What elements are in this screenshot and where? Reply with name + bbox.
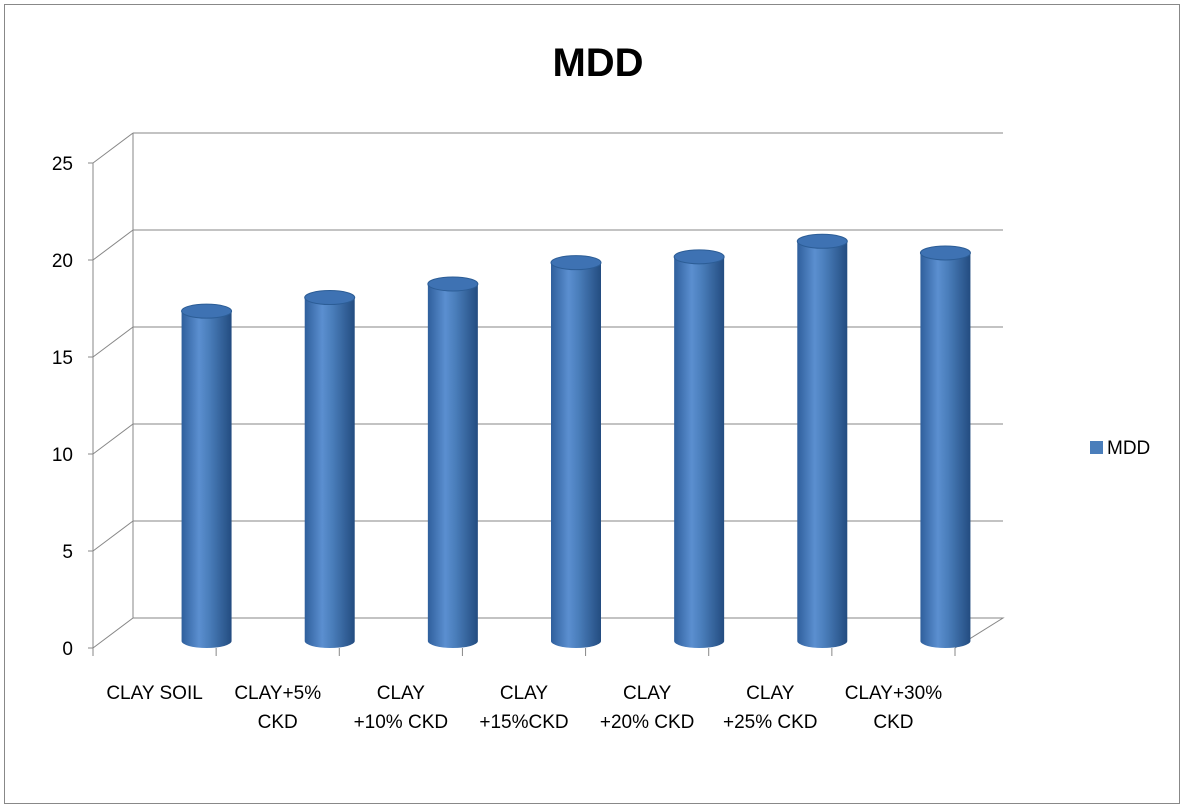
y-tick-label: 20 xyxy=(52,251,73,272)
x-tick-label: CLAY+5% CKD xyxy=(234,683,321,733)
bar-body xyxy=(304,297,355,648)
bar-top xyxy=(427,276,479,292)
y-tick-label: 25 xyxy=(52,154,73,175)
bar xyxy=(427,276,479,648)
x-tick-label: CLAY +10% CKD xyxy=(354,683,449,733)
bar-top xyxy=(796,233,848,249)
gridline-side xyxy=(92,423,134,455)
bar-body xyxy=(920,252,971,648)
mdd-chart: MDD 0 5 10 15 20 25 CLAY SOIL CLAY+5% CKD CLAY +1… xyxy=(52,41,1150,733)
bars-layer xyxy=(181,233,971,649)
bar-body xyxy=(551,262,601,648)
legend-label: MDD xyxy=(1107,438,1150,459)
chart-title: MDD xyxy=(552,41,643,85)
x-tick-label: CLAY+30% CKD xyxy=(845,683,942,733)
bar-top xyxy=(550,255,602,271)
x-tick-label: CLAY +20% CKD xyxy=(600,683,695,733)
bar xyxy=(796,233,848,649)
bar-body xyxy=(797,241,848,649)
bar xyxy=(919,245,971,648)
x-tick-label: CLAY SOIL xyxy=(106,683,202,704)
y-tick-label: 0 xyxy=(62,639,73,660)
gridline-side xyxy=(92,132,134,164)
gridline-side xyxy=(92,326,134,358)
bar-top xyxy=(181,303,233,319)
gridline-side xyxy=(92,520,134,552)
y-tick-label: 5 xyxy=(62,542,73,563)
bar-top xyxy=(919,245,971,261)
bar xyxy=(304,290,356,648)
bar xyxy=(550,255,602,648)
x-tick-label: CLAY +15%CKD xyxy=(479,683,568,733)
bar-top xyxy=(304,290,356,306)
bar-body xyxy=(674,256,725,648)
bar-top xyxy=(673,249,725,265)
gridline-side xyxy=(92,229,134,261)
legend: MDD xyxy=(1090,438,1150,459)
bar-body xyxy=(427,283,478,648)
x-axis-labels: CLAY SOIL CLAY+5% CKD CLAY +10% CKD CLAY +15%C… xyxy=(92,648,956,733)
y-tick-label: 15 xyxy=(52,348,73,369)
legend-swatch xyxy=(1090,441,1103,454)
y-tick-label: 10 xyxy=(52,445,73,466)
chart-frame: MDD 0 5 10 15 20 25 CLAY SOIL CLAY+5% CKD CLAY +1… xyxy=(4,4,1180,804)
x-tick-label: CLAY +25% CKD xyxy=(723,683,818,733)
bar xyxy=(673,249,725,648)
bar-body xyxy=(181,311,232,648)
y-axis: 0 5 10 15 20 25 xyxy=(52,154,94,660)
bar xyxy=(181,303,233,648)
